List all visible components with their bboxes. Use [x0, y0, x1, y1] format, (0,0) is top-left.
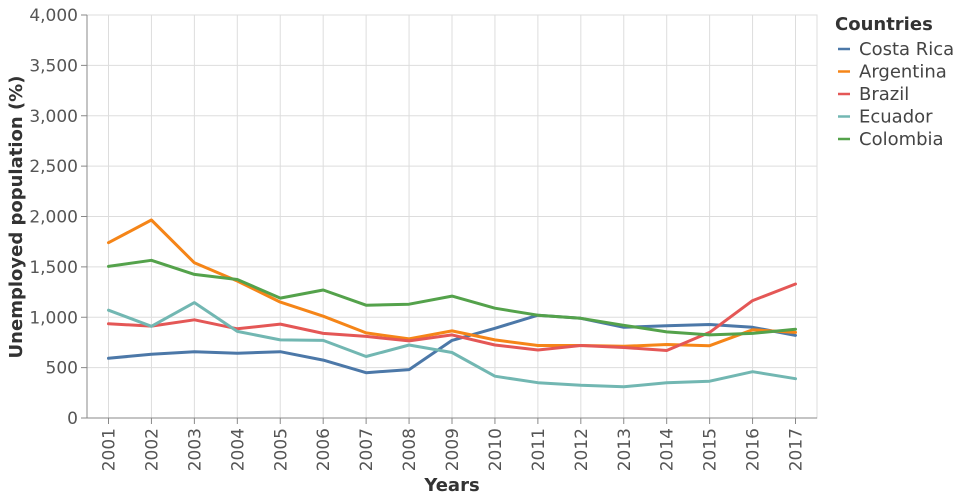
series-line-colombia [107, 258, 797, 337]
legend-label-argentina: Argentina [859, 62, 947, 83]
gridlines [86, 14, 818, 419]
series-line-brazil [107, 282, 797, 352]
x-tick-label: 2015 [701, 428, 721, 471]
y-tick-label: 1,000 [29, 308, 78, 328]
axes: 0 500 1,000 1,500 2,000 2,500 3,000 3,500 4,000 2… [29, 6, 817, 471]
legend-label-colombia: Colombia [859, 129, 944, 150]
y-axis-title: Unemployed population (%) [6, 76, 27, 359]
series-line-costa-rica [107, 313, 797, 375]
x-tick-label: 2006 [314, 428, 334, 471]
x-tick-label: 2014 [658, 428, 678, 471]
y-tick-label: 4,000 [29, 6, 78, 26]
series-lines [107, 218, 797, 389]
legend-label-brazil: Brazil [859, 84, 909, 105]
y-tick-label: 500 [46, 359, 78, 379]
x-tick-label: 2016 [744, 428, 764, 471]
y-tick-label: 2,500 [29, 157, 78, 177]
y-tick-label: 1,500 [29, 258, 78, 278]
x-tick-label: 2005 [271, 428, 291, 471]
x-tick-label: 2002 [142, 428, 162, 471]
x-axis-title: Years [423, 475, 479, 496]
y-tick-label: 2,000 [29, 208, 78, 228]
x-tick-label: 2010 [486, 428, 506, 471]
legend-title: Countries [835, 14, 933, 35]
legend: Countries Costa RicaArgentinaBrazilEcuad… [835, 14, 954, 150]
legend-label-costa-rica: Costa Rica [859, 39, 954, 60]
x-tick-label: 2009 [443, 428, 463, 471]
x-tick-label: 2008 [400, 428, 420, 471]
x-tick-label: 2007 [357, 428, 377, 471]
x-tick-label: 2004 [228, 428, 248, 471]
y-tick-label: 3,500 [29, 56, 78, 76]
x-tick-label: 2001 [100, 428, 120, 471]
x-tick-label: 2012 [572, 428, 592, 471]
x-tick-label: 2011 [529, 428, 549, 471]
x-tick-label: 2003 [185, 428, 205, 471]
x-tick-label: 2017 [787, 428, 807, 471]
y-tick-label: 3,000 [29, 107, 78, 127]
series-line-ecuador [107, 301, 797, 389]
y-tick-label: 0 [67, 409, 78, 429]
legend-label-ecuador: Ecuador [859, 107, 933, 128]
x-tick-label: 2013 [615, 428, 635, 471]
